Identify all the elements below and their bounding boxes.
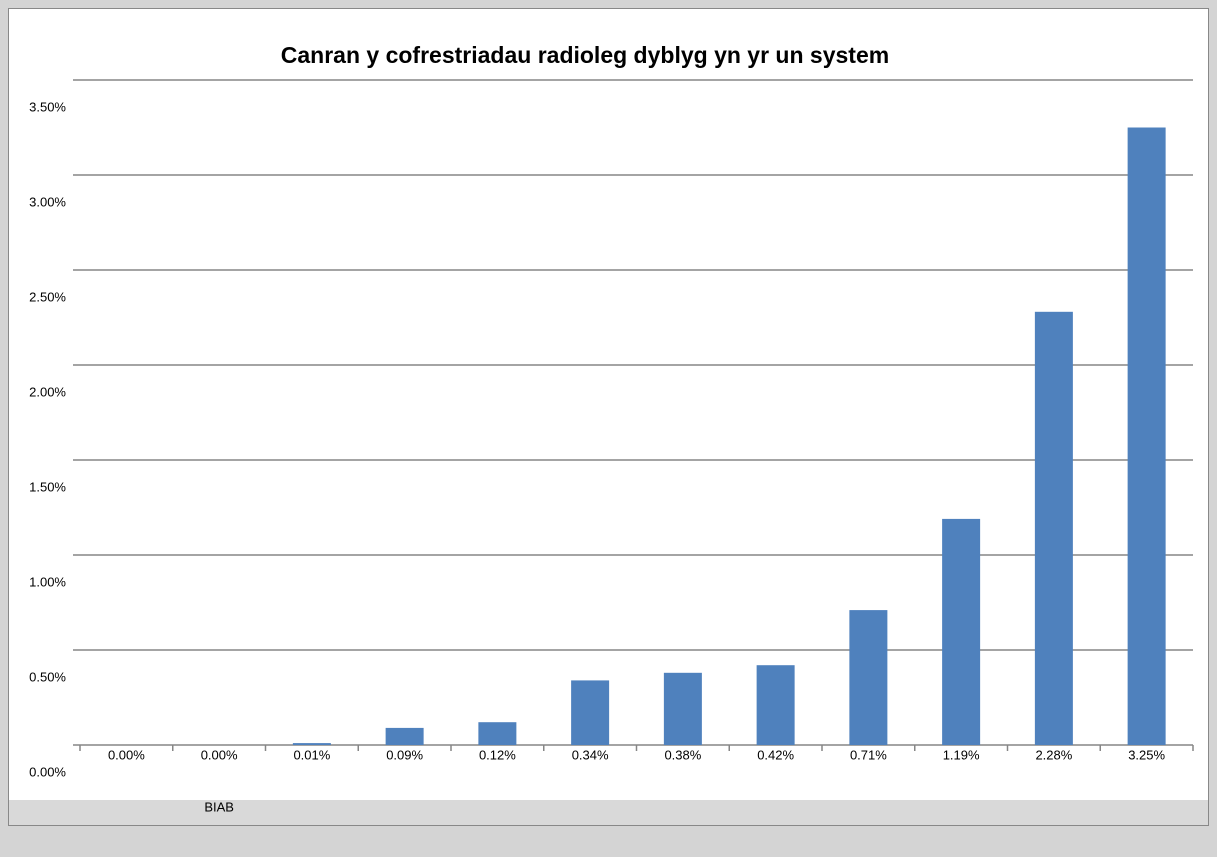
y-tick-label: 2.00%: [29, 384, 66, 399]
value-label: 0.12%: [479, 747, 516, 762]
y-tick-label: 3.00%: [29, 194, 66, 209]
bar: [385, 727, 424, 745]
bar: [849, 610, 888, 745]
chart-title: Canran y cofrestriadau radioleg dyblyg y…: [281, 42, 889, 68]
y-tick-label: 2.50%: [29, 289, 66, 304]
value-label: 0.71%: [850, 747, 887, 762]
value-label: 3.25%: [1128, 747, 1165, 762]
bar: [663, 672, 702, 745]
y-tick-label: 0.50%: [29, 669, 66, 684]
bottom-band: [9, 800, 1208, 825]
y-tick-label: 1.50%: [29, 479, 66, 494]
y-tick-label: 1.00%: [29, 574, 66, 589]
value-label: 0.00%: [108, 747, 145, 762]
value-label: 0.38%: [664, 747, 701, 762]
y-tick-label: 0.00%: [29, 764, 66, 779]
bar: [1127, 127, 1166, 745]
value-label: 2.28%: [1035, 747, 1072, 762]
bar: [756, 665, 795, 745]
y-tick-label: 3.50%: [29, 99, 66, 114]
value-label: 0.00%: [201, 747, 238, 762]
value-label: 0.42%: [757, 747, 794, 762]
bar: [292, 743, 331, 745]
bar: [942, 518, 981, 745]
value-label: 0.34%: [572, 747, 609, 762]
bar: [571, 680, 610, 745]
bar: [478, 722, 517, 745]
value-label: 1.19%: [943, 747, 980, 762]
x-tick-label: BIAB: [204, 799, 234, 814]
value-label: 0.09%: [386, 747, 423, 762]
value-label: 0.01%: [293, 747, 330, 762]
bar: [1034, 311, 1073, 745]
